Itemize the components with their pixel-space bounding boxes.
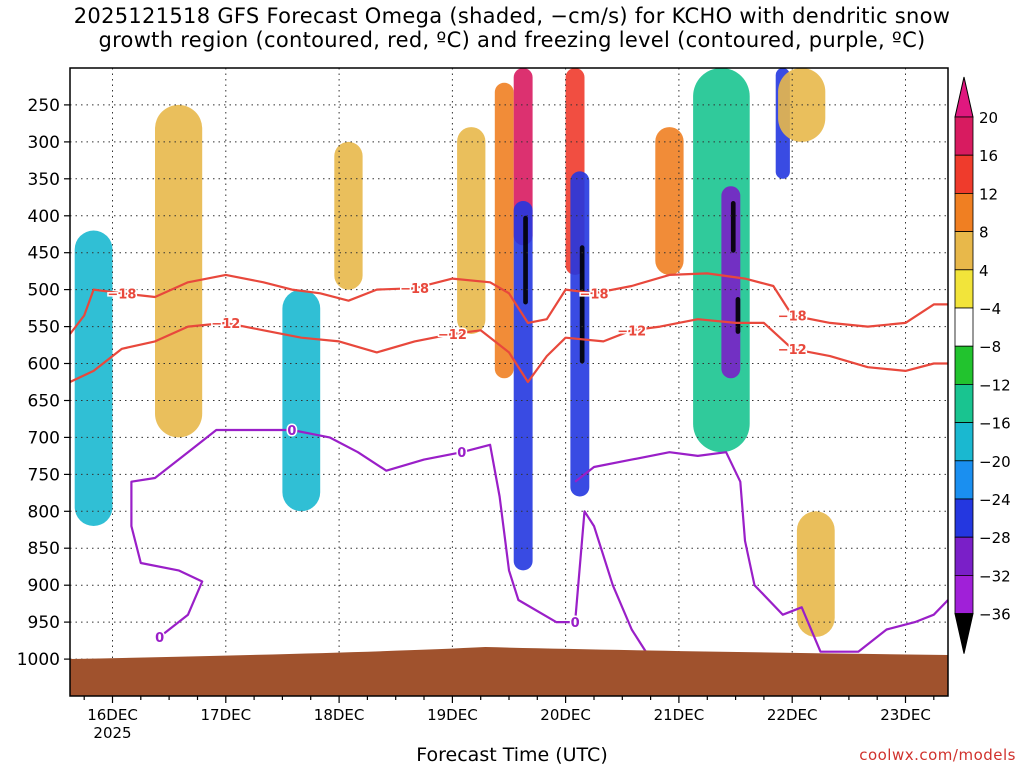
contour-label--12-3: −12 xyxy=(778,343,807,358)
contour-label-0-0: 0 xyxy=(287,424,296,439)
colorbar-swatch-5 xyxy=(954,307,974,347)
colorbar-label-8: −16 xyxy=(979,415,1011,433)
x-tick-label-23DEC: 23DEC xyxy=(880,706,931,724)
colorbar-label-13: −36 xyxy=(979,606,1011,624)
omega-cell-4 xyxy=(457,127,486,334)
colorbar-swatch-7 xyxy=(954,383,974,423)
y-tick-label-650: 650 xyxy=(28,392,60,412)
y-tick-label-350: 350 xyxy=(28,170,60,190)
contour-label-0-2: 0 xyxy=(571,616,580,631)
omega-cell-3 xyxy=(334,141,363,290)
contour-line--12 xyxy=(70,318,948,384)
y-tick-label-250: 250 xyxy=(28,96,60,116)
y-tick-label-500: 500 xyxy=(28,281,60,301)
contour-label-0-1: 0 xyxy=(457,446,466,461)
y-tick-label-950: 950 xyxy=(28,613,60,633)
colorbar-label-0: 20 xyxy=(979,109,998,127)
omega-cell-16 xyxy=(735,297,741,334)
omega-cell-19 xyxy=(796,511,835,637)
y-tick-label-750: 750 xyxy=(28,465,60,485)
y-tick-label-550: 550 xyxy=(28,318,60,338)
y-tick-label-900: 900 xyxy=(28,576,60,596)
omega-cell-14 xyxy=(721,186,741,379)
omega-cell-15 xyxy=(730,201,736,253)
contour-label--12-1: −12 xyxy=(438,328,467,343)
omega-cross-section-chart: −18−18−18−18−12−12−12−1200000 2503003504… xyxy=(17,67,1011,740)
colorbar-label-6: −8 xyxy=(979,338,1001,356)
y-tick-label-450: 450 xyxy=(28,244,60,264)
x-tick-label-21DEC: 21DEC xyxy=(654,706,705,724)
contour-line--18 xyxy=(70,272,948,335)
x-tick-sublabel-16DEC: 2025 xyxy=(93,724,131,740)
terrain-ground xyxy=(70,647,948,696)
x-tick-label-18DEC: 18DEC xyxy=(314,706,365,724)
colorbar-bottom-arrow xyxy=(954,613,974,654)
colorbar-swatch-0 xyxy=(954,116,974,156)
x-tick-label-16DEC: 16DEC xyxy=(87,706,138,724)
colorbar-label-4: 4 xyxy=(979,262,989,280)
contour-label--18-3: −18 xyxy=(778,310,807,325)
contour-label--18-1: −18 xyxy=(400,282,429,297)
omega-cell-11 xyxy=(579,245,585,364)
contour-lines: −18−18−18−18−12−12−12−1200000 xyxy=(70,272,948,670)
colorbar-swatch-9 xyxy=(954,460,974,500)
colorbar-top-arrow xyxy=(954,76,974,118)
omega-cell-8 xyxy=(523,215,528,305)
colorbar-label-2: 12 xyxy=(979,185,998,203)
y-tick-label-700: 700 xyxy=(28,428,60,448)
colorbar-label-1: 16 xyxy=(979,147,998,165)
x-tick-label-22DEC: 22DEC xyxy=(767,706,818,724)
omega-cell-7 xyxy=(513,201,533,571)
colorbar: 20 16 12 8 4 −4 −8 −12 −16 −20 −24 −28 −32 −36 xyxy=(954,76,1011,654)
omega-cell-13 xyxy=(693,68,750,453)
chart-title-line2: growth region (contoured, red, ºC) and f… xyxy=(98,28,926,52)
contour-label--18-2: −18 xyxy=(580,287,609,302)
chart-title: 2025121518 GFS Forecast Omega (shaded, −… xyxy=(0,4,1024,52)
contour-label--12-0: −12 xyxy=(211,317,240,332)
credit-text: coolwx.com/models xyxy=(859,746,1016,764)
colorbar-swatch-12 xyxy=(954,575,974,615)
colorbar-label-5: −4 xyxy=(979,300,1001,318)
omega-cell-1 xyxy=(155,104,203,438)
y-tick-label-850: 850 xyxy=(28,539,60,559)
y-axis: 250 300 350 400 450 500 550 600 650 700 750 800 850 9… xyxy=(17,96,70,670)
colorbar-swatch-6 xyxy=(954,345,974,385)
y-tick-label-1000: 1000 xyxy=(17,650,60,670)
colorbar-swatch-3 xyxy=(954,231,974,271)
x-tick-label-17DEC: 17DEC xyxy=(201,706,252,724)
colorbar-swatch-11 xyxy=(954,536,974,576)
colorbar-label-12: −32 xyxy=(979,567,1011,585)
colorbar-label-3: 8 xyxy=(979,224,989,242)
contour-line-0 xyxy=(130,428,652,660)
contour-label--12-2: −12 xyxy=(617,324,646,339)
y-tick-label-600: 600 xyxy=(28,355,60,375)
omega-cell-12 xyxy=(655,127,684,275)
colorbar-swatch-2 xyxy=(954,192,974,232)
omega-cell-0 xyxy=(74,230,113,526)
x-tick-label-19DEC: 19DEC xyxy=(427,706,478,724)
omega-cell-6 xyxy=(513,68,533,246)
colorbar-swatch-1 xyxy=(954,154,974,194)
colorbar-swatch-8 xyxy=(954,422,974,462)
colorbar-label-11: −28 xyxy=(979,529,1011,547)
contour-label-0-4: 0 xyxy=(155,631,164,646)
colorbar-swatch-10 xyxy=(954,498,974,538)
terrain-fill xyxy=(70,647,948,696)
chart-title-line1: 2025121518 GFS Forecast Omega (shaded, −… xyxy=(73,4,951,28)
colorbar-label-10: −24 xyxy=(979,491,1011,509)
x-tick-label-20DEC: 20DEC xyxy=(540,706,591,724)
colorbar-swatch-4 xyxy=(954,269,974,309)
colorbar-label-9: −20 xyxy=(979,453,1011,471)
x-axis-label: Forecast Time (UTC) xyxy=(416,744,608,766)
contour-line-0b xyxy=(574,451,948,653)
y-tick-label-400: 400 xyxy=(28,207,60,227)
colorbar-label-7: −12 xyxy=(979,376,1011,394)
y-tick-label-300: 300 xyxy=(28,133,60,153)
contour-label--18-0: −18 xyxy=(107,287,136,302)
omega-cell-5 xyxy=(494,82,514,379)
y-tick-label-800: 800 xyxy=(28,502,60,522)
